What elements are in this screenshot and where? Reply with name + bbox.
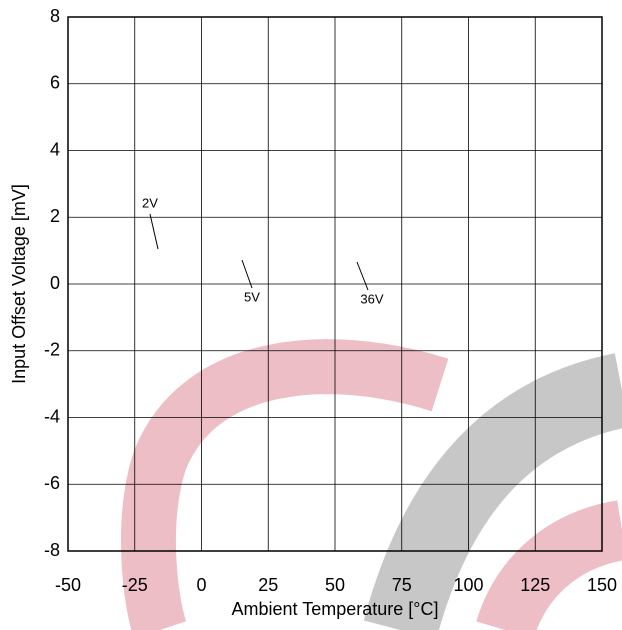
- x-tick-label: 0: [196, 575, 206, 595]
- y-tick-label: 0: [50, 273, 60, 293]
- x-tick-label: 100: [453, 575, 483, 595]
- watermark-arc: [120, 339, 449, 630]
- series-label: 5V: [244, 289, 260, 304]
- x-tick-label: 125: [520, 575, 550, 595]
- y-tick-label: -2: [44, 340, 60, 360]
- x-tick-label: 25: [258, 575, 278, 595]
- y-tick-label: 8: [50, 6, 60, 26]
- watermark: [120, 339, 622, 630]
- y-tick-label: 6: [50, 73, 60, 93]
- y-tick-label: -4: [44, 406, 60, 426]
- watermark-arc: [363, 353, 622, 630]
- y-tick-label: 4: [50, 139, 60, 159]
- x-tick-label: -50: [55, 575, 81, 595]
- annotation-leader: [149, 213, 159, 250]
- x-axis-title: Ambient Temperature [°C]: [232, 599, 439, 619]
- y-axis-title: Input Offset Voltage [mV]: [9, 184, 29, 384]
- y-tick-label: 2: [50, 206, 60, 226]
- annotation-leader: [356, 261, 369, 291]
- annotation-leader: [241, 259, 253, 289]
- plot-frame: [67, 16, 603, 552]
- x-tick-label: 50: [325, 575, 345, 595]
- series-label: 36V: [360, 291, 383, 306]
- y-tick-label: -6: [44, 473, 60, 493]
- x-tick-label: 150: [587, 575, 617, 595]
- x-tick-label: -25: [122, 575, 148, 595]
- marks: 2V 5V 36V: [142, 195, 384, 306]
- x-tick-label: 75: [392, 575, 412, 595]
- series-label: 2V: [142, 195, 158, 210]
- y-tick-label: -8: [44, 540, 60, 560]
- watermark-arc: [476, 500, 622, 630]
